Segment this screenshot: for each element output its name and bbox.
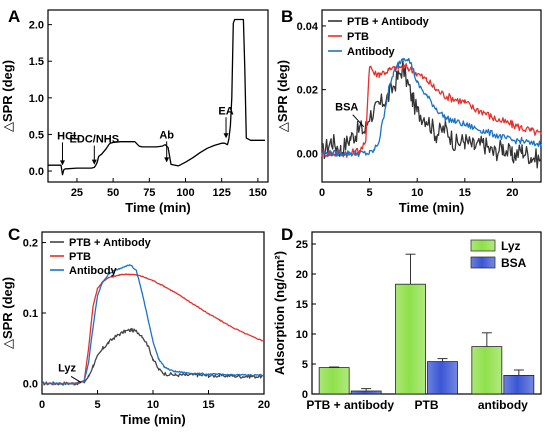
y-tick-label: 20 — [296, 269, 308, 281]
series-line — [321, 63, 542, 158]
legend-swatch — [470, 256, 496, 269]
legend-label: Lyz — [501, 239, 521, 253]
category-label: PTB + antibody — [306, 398, 394, 412]
annotation-arrowhead — [91, 159, 97, 165]
y-tick-label: 1.0 — [29, 93, 44, 105]
annotation-label: EDC/NHS — [70, 134, 120, 146]
panel-letter: B — [281, 7, 293, 26]
plot-frame — [47, 9, 269, 183]
x-axis-label: Time (min) — [125, 200, 191, 215]
plot-frame — [321, 9, 542, 183]
y-tick-label: 1.5 — [29, 56, 44, 68]
y-tick-label: 0.02 — [297, 85, 318, 97]
bar — [427, 361, 458, 395]
legend-label: PTB — [347, 31, 369, 43]
x-tick-label: 10 — [147, 399, 159, 411]
legend-label: Antibody — [347, 46, 396, 58]
y-axis-label: △SPR (deg) — [0, 277, 15, 349]
annotation-label: Lyz — [58, 362, 76, 374]
x-tick-label: 10 — [411, 187, 423, 199]
legend-label: PTB + Antibody — [69, 237, 152, 249]
panel-c: C 0 5 10 15 20 0.0 0.1 0.2 Time (min) △SPR (deg) PT… — [0, 225, 270, 427]
legend-label: PTB — [69, 251, 91, 263]
legend-swatch — [470, 239, 496, 252]
bar — [395, 283, 426, 395]
y-axis-label: Adsorption (ng/cm²) — [272, 251, 287, 375]
series-line — [48, 18, 266, 176]
legend-label: BSA — [501, 256, 527, 270]
panel-a: A 25 50 75 100 125 150 0.0 0.5 1.0 1.5 2.0 Time (min… — [0, 7, 269, 215]
category-label: antibody — [478, 398, 528, 412]
x-tick-label: 75 — [143, 187, 155, 199]
y-tick-label: 0.04 — [297, 21, 319, 33]
x-axis-label: Time (min) — [120, 412, 186, 427]
y-tick-label: 25 — [296, 239, 308, 251]
y-tick-label: 0 — [302, 389, 308, 401]
series-line — [41, 327, 265, 386]
y-tick-label: 0.1 — [23, 308, 38, 320]
annotation-arrowhead — [164, 157, 170, 163]
series-line — [321, 57, 542, 158]
y-tick-label: 2.0 — [29, 20, 44, 32]
x-tick-label: 15 — [459, 187, 471, 199]
annotation-label: BSA — [335, 102, 358, 114]
plot-frame — [311, 231, 542, 395]
x-tick-label: 15 — [202, 399, 214, 411]
x-tick-label: 25 — [71, 187, 83, 199]
y-tick-label: 0.2 — [23, 238, 38, 250]
x-tick-label: 50 — [107, 187, 119, 199]
x-tick-label: 0 — [319, 187, 325, 199]
x-tick-label: 125 — [213, 187, 231, 199]
x-tick-label: 5 — [367, 187, 373, 199]
bar — [503, 374, 535, 395]
panel-d: D 0 5 10 15 20 25 Adsorption (ng/cm²) PTB + anti… — [272, 225, 542, 412]
bar — [318, 367, 350, 395]
y-tick-label: 0.5 — [29, 129, 44, 141]
y-tick-label: 10 — [296, 329, 308, 341]
legend-label: Antibody — [69, 265, 118, 277]
annotation-arrow — [70, 376, 82, 383]
bar — [350, 390, 382, 395]
y-tick-label: 15 — [296, 299, 308, 311]
x-tick-label: 100 — [176, 187, 194, 199]
y-axis-label: △SPR (deg) — [0, 60, 15, 132]
legend-label: PTB + Antibody — [347, 16, 430, 28]
y-axis-label: △SPR (deg) — [275, 60, 290, 132]
y-tick-label: 0.00 — [297, 148, 318, 160]
y-tick-label: 0.0 — [29, 166, 44, 178]
annotation-label: HCL — [57, 130, 80, 142]
x-tick-label: 20 — [506, 187, 518, 199]
x-axis-label: Time (min) — [399, 200, 465, 215]
annotation-label: Ab — [159, 129, 174, 141]
x-tick-label: 150 — [249, 187, 267, 199]
annotation-arrowhead — [223, 133, 229, 139]
x-tick-label: 20 — [258, 399, 270, 411]
x-tick-label: 5 — [94, 399, 100, 411]
panel-b: B 0 5 10 15 20 0.00 0.02 0.04 Time (min) △SPR (deg… — [275, 7, 542, 215]
y-tick-label: 0.0 — [23, 378, 38, 390]
panel-letter: C — [8, 225, 20, 244]
y-tick-label: 5 — [302, 359, 308, 371]
annotation-label: EA — [218, 105, 233, 117]
series-line — [321, 60, 542, 169]
category-label: PTB — [415, 398, 439, 412]
annotation-arrow — [352, 114, 365, 128]
panel-letter: D — [281, 225, 293, 244]
panel-letter: A — [8, 7, 20, 26]
x-tick-label: 0 — [39, 399, 45, 411]
annotation-arrowhead — [59, 160, 65, 166]
series-line — [41, 264, 265, 385]
bar — [471, 346, 503, 395]
